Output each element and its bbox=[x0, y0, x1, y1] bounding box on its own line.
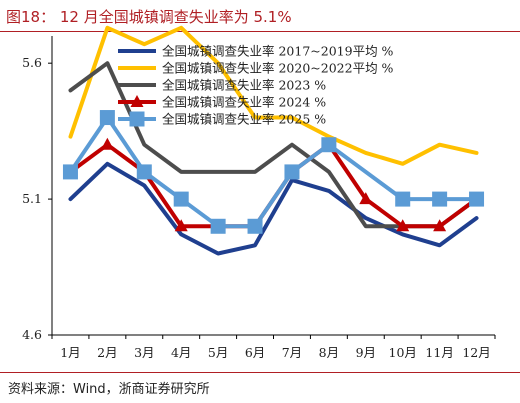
data-point bbox=[173, 191, 189, 207]
legend-label: 全国城镇调查失业率 2020~2022平均 % bbox=[162, 61, 394, 76]
data-point bbox=[396, 219, 410, 232]
x-tick-label: 3月 bbox=[134, 345, 154, 360]
x-tick-label: 9月 bbox=[356, 345, 376, 360]
legend-marker bbox=[130, 95, 144, 107]
data-point bbox=[100, 137, 114, 150]
y-tick-label: 5.6 bbox=[22, 55, 42, 70]
source-note: 资料来源：Wind，浙商证券研究所 bbox=[8, 382, 210, 397]
data-point bbox=[359, 192, 373, 205]
x-tick-label: 11月 bbox=[425, 345, 453, 360]
y-tick-label: 5.1 bbox=[22, 191, 42, 206]
legend-label: 全国城镇调查失业率 2025 % bbox=[162, 112, 326, 127]
data-point bbox=[136, 164, 152, 180]
legend-label: 全国城镇调查失业率 2024 % bbox=[162, 95, 326, 110]
legend-marker bbox=[129, 111, 145, 127]
data-point bbox=[432, 191, 448, 207]
series-line-0 bbox=[68, 161, 479, 256]
data-point bbox=[395, 191, 411, 207]
data-point bbox=[321, 137, 337, 153]
x-tick-label: 1月 bbox=[60, 345, 80, 360]
data-point bbox=[469, 191, 485, 207]
x-tick-label: 5月 bbox=[208, 345, 228, 360]
series-line-1 bbox=[68, 25, 479, 166]
data-point bbox=[284, 164, 300, 180]
data-point bbox=[99, 110, 115, 126]
data-point bbox=[247, 218, 263, 234]
legend-label: 全国城镇调查失业率 2017~2019平均 % bbox=[162, 44, 394, 59]
data-point bbox=[174, 219, 188, 232]
legend-label: 全国城镇调查失业率 2023 % bbox=[162, 78, 326, 93]
x-tick-label: 4月 bbox=[171, 345, 191, 360]
title-divider bbox=[0, 31, 520, 32]
figure-title: 图18： 12 月全国城镇调查失业率为 5.1% bbox=[6, 8, 292, 26]
y-tick-label: 4.6 bbox=[22, 327, 42, 342]
footer-divider bbox=[0, 372, 520, 373]
data-point bbox=[433, 219, 447, 232]
data-point bbox=[62, 164, 78, 180]
x-tick-label: 8月 bbox=[319, 345, 339, 360]
data-point bbox=[210, 218, 226, 234]
x-tick-label: 2月 bbox=[97, 345, 117, 360]
line-chart: 4.6 5.1 5.6 1月 2月 3月 4月 5月 6月 7月 8月 9月 10月 11月 12月 全国城镇… bbox=[22, 25, 496, 360]
x-tick-label: 7月 bbox=[282, 345, 302, 360]
x-tick-label: 6月 bbox=[245, 345, 265, 360]
x-tick-label: 12月 bbox=[462, 345, 490, 360]
x-tick-label: 10月 bbox=[389, 345, 417, 360]
